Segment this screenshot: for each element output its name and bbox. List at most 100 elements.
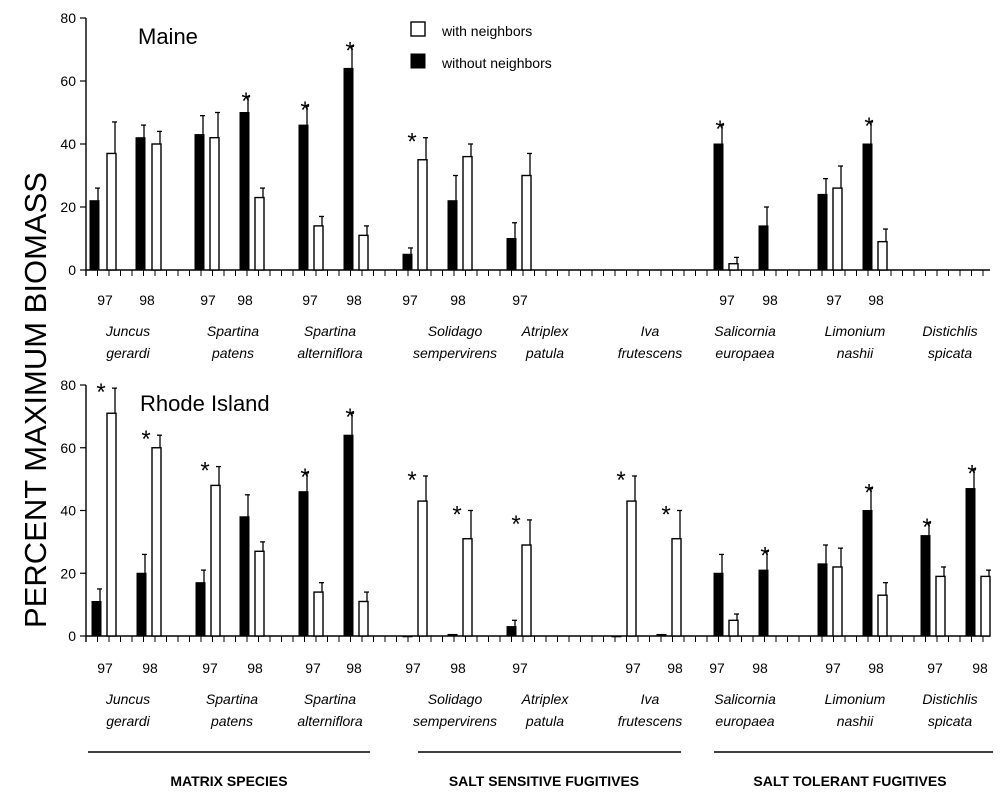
y-tick-label: 60: [60, 440, 76, 456]
bar-without-neighbors: [402, 253, 413, 271]
significance-star: *: [715, 116, 724, 143]
bar-without-neighbors: [920, 535, 931, 637]
panel-maine: Maine 0 20 40 60 80 97 98 97 * 98 * 97 * 98 * 97 98 97 * 97 9…: [60, 10, 990, 361]
significance-star: *: [407, 129, 416, 156]
year-label: 98: [868, 292, 884, 308]
bar-without-neighbors: [713, 143, 724, 271]
species-genus-label: Juncus: [105, 691, 150, 707]
species-epithet-label: europaea: [715, 713, 774, 729]
bar-without-neighbors: [817, 563, 828, 637]
group-label: SALT TOLERANT FUGITIVES: [753, 773, 946, 789]
significance-star: *: [452, 502, 461, 529]
bar-with-neighbors: [935, 575, 946, 637]
year-label: 98: [868, 660, 884, 676]
bar-with-neighbors: [358, 234, 369, 271]
species-genus-label: Spartina: [207, 323, 259, 339]
bar-with-neighbors: [358, 600, 369, 637]
year-label: 97: [719, 292, 735, 308]
bar-without-neighbors: [343, 67, 354, 271]
y-tick-label: 20: [60, 199, 76, 215]
bar-without-neighbors: [239, 112, 250, 271]
species-genus-label: Limonium: [825, 691, 886, 707]
y-tick-label: 40: [60, 503, 76, 519]
species-genus-label: Salicornia: [714, 691, 776, 707]
y-tick-label: 20: [60, 565, 76, 581]
species-epithet-label: patens: [210, 713, 253, 729]
species-epithet-label: patula: [525, 713, 564, 729]
species-genus-label: Juncus: [105, 323, 150, 339]
species-epithet-label: frutescens: [618, 713, 683, 729]
bar-without-neighbors: [447, 200, 458, 271]
species-genus-label: Distichlis: [922, 323, 977, 339]
bar-with-neighbors: [832, 187, 843, 271]
bar-without-neighbors: [447, 633, 458, 637]
bar-without-neighbors: [89, 200, 100, 271]
species-epithet-label: sempervirens: [413, 345, 497, 361]
bar-with-neighbors: [671, 538, 682, 637]
bar-with-neighbors: [521, 174, 532, 271]
bar-without-neighbors: [343, 434, 354, 637]
species-genus-label: Spartina: [304, 323, 356, 339]
year-label: 98: [667, 660, 683, 676]
bar-with-neighbors: [462, 538, 473, 637]
bar-without-neighbors: [817, 193, 828, 271]
significance-star: *: [200, 458, 209, 485]
significance-star: *: [661, 502, 670, 529]
species-epithet-label: nashii: [837, 345, 874, 361]
bar-without-neighbors: [965, 488, 976, 637]
species-epithet-label: alterniflora: [297, 345, 363, 361]
year-label: 98: [752, 660, 768, 676]
bar-with-neighbors: [210, 484, 221, 637]
bar-without-neighbors: [298, 124, 309, 271]
legend-swatch-without-neighbors: [410, 53, 426, 69]
bar-without-neighbors: [758, 569, 769, 637]
bar-without-neighbors: [195, 582, 206, 637]
year-label: 98: [450, 660, 466, 676]
year-label: 98: [972, 660, 988, 676]
year-label: 97: [405, 660, 421, 676]
y-axis-title: PERCENT MAXIMUM BIOMASS: [18, 172, 53, 628]
bar-without-neighbors: [506, 238, 517, 271]
bar-with-neighbors: [462, 155, 473, 271]
significance-star: *: [141, 426, 150, 453]
legend-label-with-neighbors: with neighbors: [441, 23, 532, 39]
species-epithet-label: patula: [525, 345, 564, 361]
panel-title: Rhode Island: [140, 391, 270, 416]
year-label: 97: [302, 292, 318, 308]
species-genus-label: Distichlis: [922, 691, 977, 707]
year-label: 98: [237, 292, 253, 308]
bar-with-neighbors: [832, 566, 843, 637]
year-label: 97: [825, 660, 841, 676]
year-label: 97: [625, 660, 641, 676]
year-label: 97: [97, 660, 113, 676]
species-genus-label: Solidago: [428, 323, 483, 339]
bar-with-neighbors: [151, 143, 162, 271]
species-epithet-label: gerardi: [106, 713, 150, 729]
species-epithet-label: sempervirens: [413, 713, 497, 729]
species-epithet-label: alterniflora: [297, 713, 363, 729]
species-genus-label: Spartina: [304, 691, 356, 707]
species-genus-label: Spartina: [206, 691, 258, 707]
species-genus-label: Iva: [641, 323, 660, 339]
significance-star: *: [345, 37, 354, 64]
significance-star: *: [300, 97, 309, 124]
bar-without-neighbors: [862, 143, 873, 271]
bar-with-neighbors: [313, 591, 324, 637]
significance-star: *: [616, 467, 625, 494]
bar-with-neighbors: [980, 575, 991, 637]
year-label: 97: [200, 292, 216, 308]
year-label: 98: [247, 660, 263, 676]
bar-with-neighbors: [254, 196, 265, 271]
significance-star: *: [864, 480, 873, 507]
bar-without-neighbors: [506, 626, 517, 637]
y-tick-label: 0: [68, 262, 76, 278]
species-epithet-label: patens: [211, 345, 254, 361]
bar-with-neighbors: [728, 619, 739, 637]
bar-with-neighbors: [877, 594, 888, 637]
y-tick-label: 80: [60, 10, 76, 26]
significance-star: *: [511, 511, 520, 538]
significance-star: *: [967, 461, 976, 488]
year-label: 97: [826, 292, 842, 308]
bar-with-neighbors: [417, 500, 428, 637]
